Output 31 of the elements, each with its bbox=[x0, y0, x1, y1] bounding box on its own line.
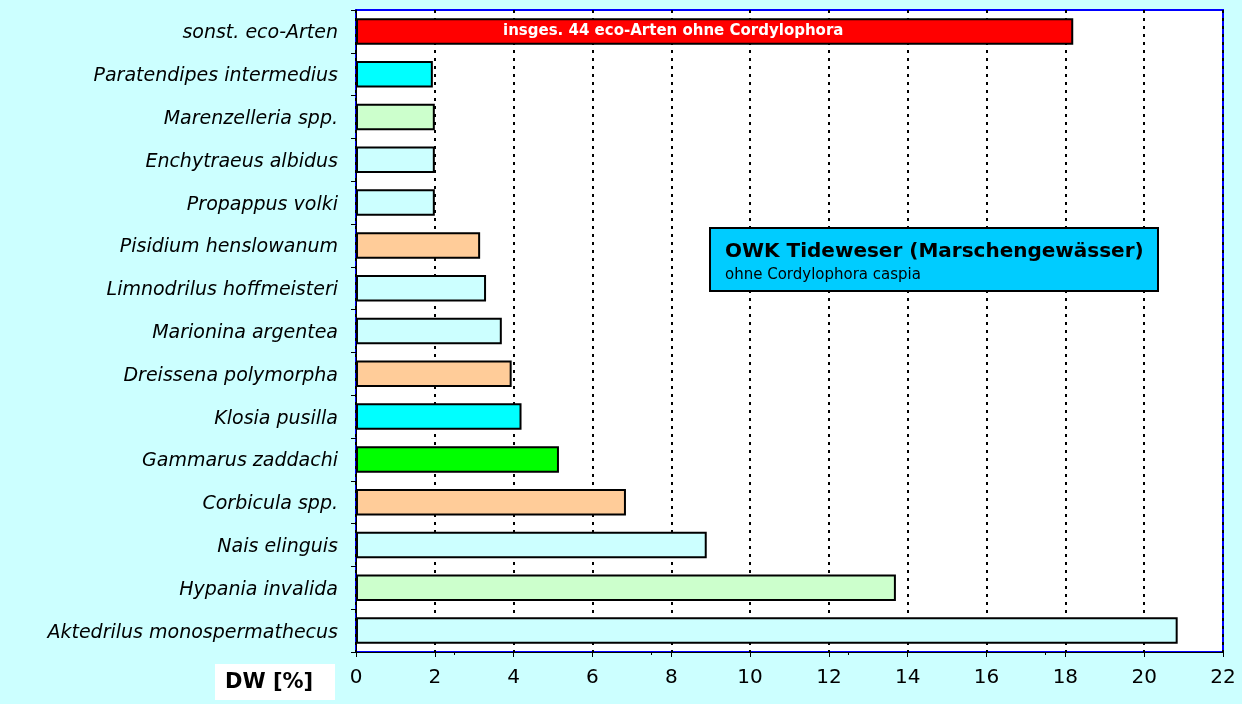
y-tick-label: Nais elinguis bbox=[217, 534, 339, 556]
y-tick-label: Pisidium henslowanum bbox=[119, 234, 338, 257]
y-tick-label: Hypania invalida bbox=[179, 576, 338, 599]
annotation: insges. 44 eco-Arten ohne Cordylophora bbox=[503, 20, 844, 39]
text: ohne Cordylophora caspia bbox=[725, 264, 921, 283]
y-tick-label: Propappus volki bbox=[186, 191, 339, 214]
x-tick-label: 22 bbox=[1210, 664, 1236, 688]
x-tick-label: 6 bbox=[586, 664, 599, 688]
text: OWK Tideweser (Marschengewässer) bbox=[725, 238, 1144, 262]
x-tick-label: 16 bbox=[973, 664, 1000, 688]
x-tick-label: 8 bbox=[664, 664, 678, 688]
y-tick-label: Marionina argentea bbox=[152, 320, 338, 342]
y-tick-label: Klosia pusilla bbox=[214, 405, 338, 428]
x-tick-label: 18 bbox=[1052, 664, 1079, 688]
y-tick-label: Corbicula spp. bbox=[202, 491, 338, 514]
x-tick-label: 12 bbox=[816, 664, 842, 688]
y-tick-label: Aktedrilus monospermathecus bbox=[45, 619, 339, 642]
y-tick-label: Dreissena polymorpha bbox=[123, 362, 338, 385]
y-tick-label: Gammarus zaddachi bbox=[142, 448, 339, 471]
x-tick-label: 2 bbox=[428, 664, 442, 688]
y-tick-label: Enchytraeus albidus bbox=[145, 148, 339, 171]
x-tick-label: 0 bbox=[349, 664, 363, 688]
x-tick-label: 4 bbox=[507, 664, 520, 688]
x-tick-label: 20 bbox=[1131, 664, 1157, 688]
y-tick-label: Marenzelleria spp. bbox=[163, 106, 338, 128]
x-tick-label: 14 bbox=[895, 664, 921, 688]
y-tick-label: Paratendipes intermedius bbox=[93, 63, 339, 86]
x-axis-title: DW [%] bbox=[225, 668, 314, 693]
y-tick-label: Limnodrilus hoffmeisteri bbox=[106, 277, 339, 300]
y-tick-label: sonst. eco-Arten bbox=[182, 20, 338, 43]
x-tick-label: 10 bbox=[737, 664, 763, 688]
